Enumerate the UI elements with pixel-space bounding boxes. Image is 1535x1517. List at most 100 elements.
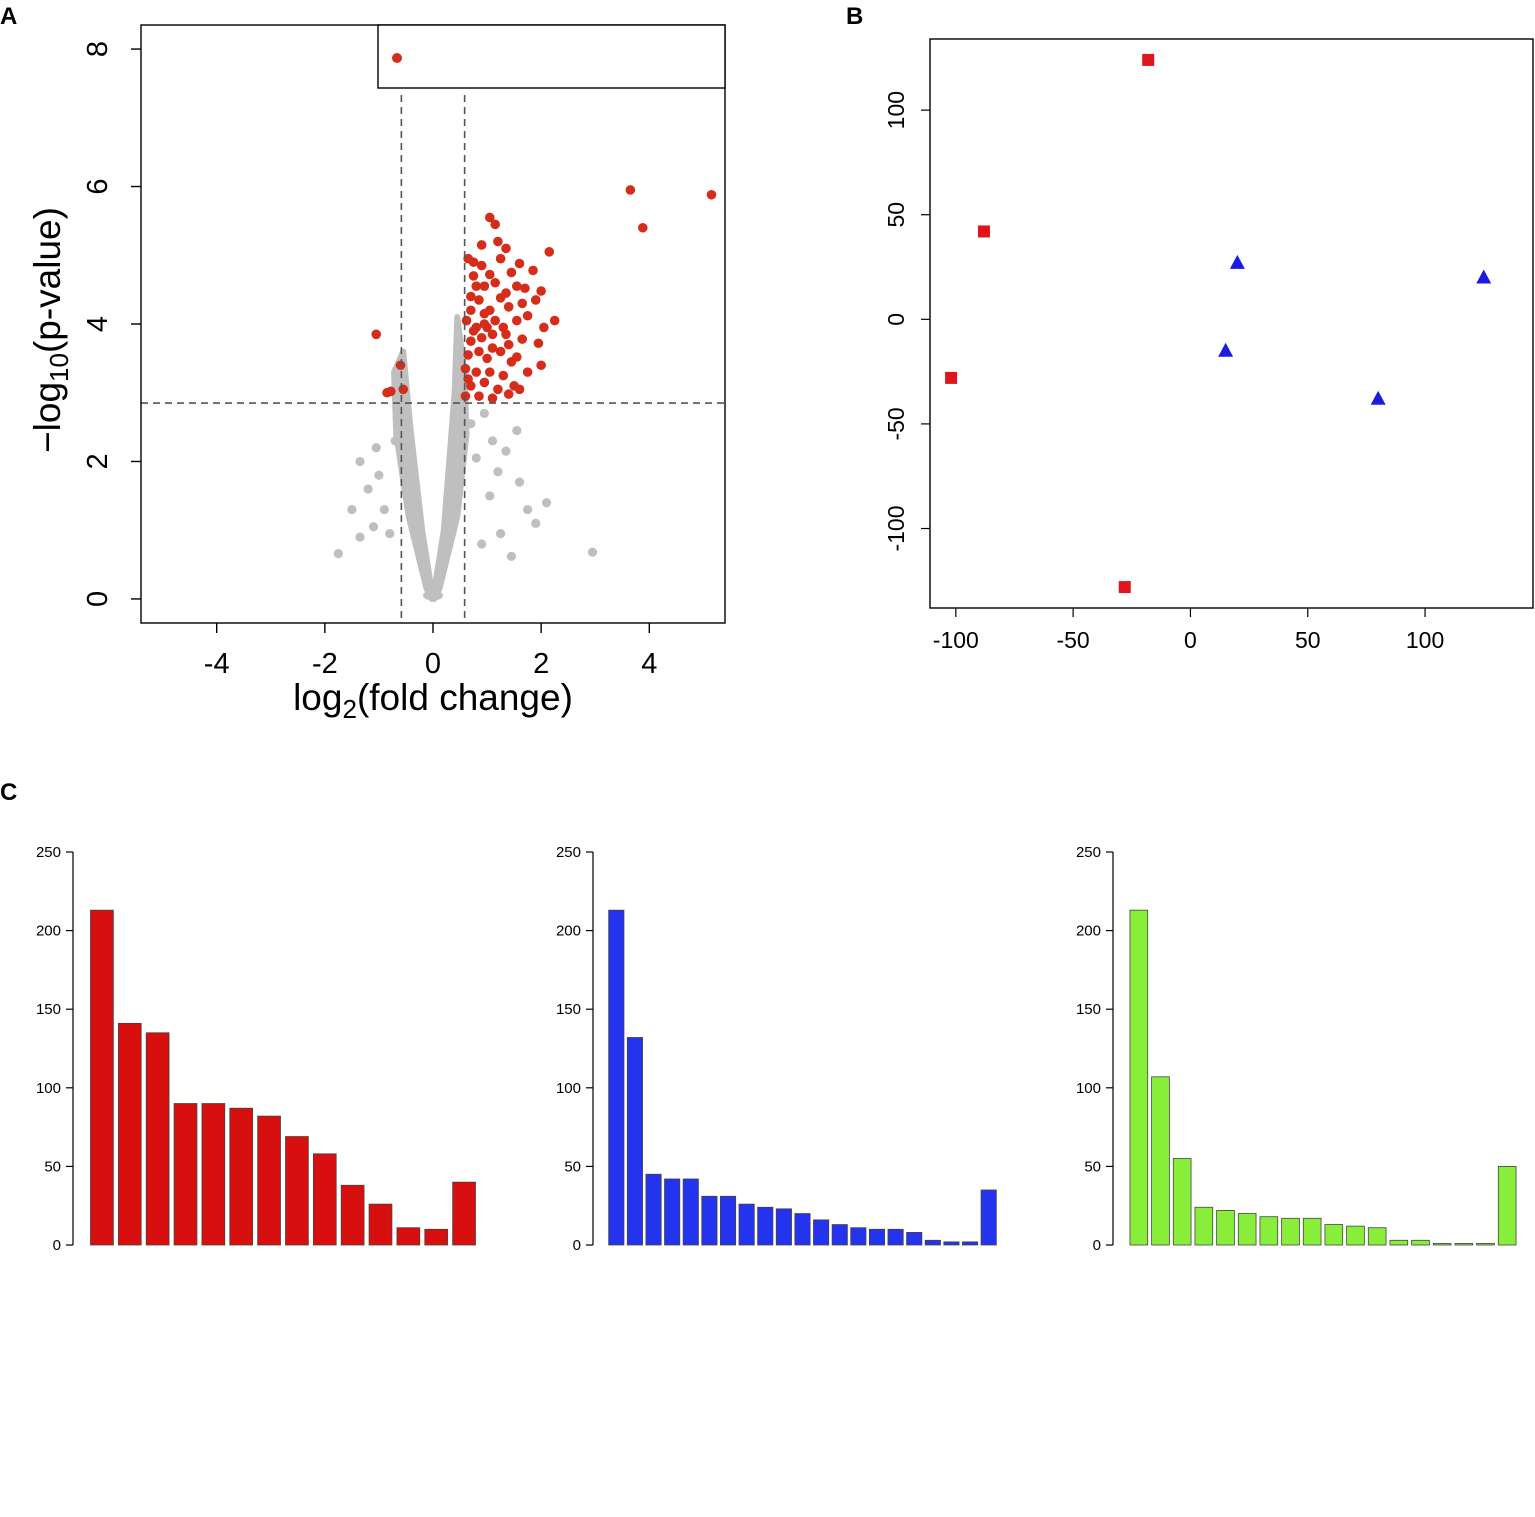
control-sample-point: [945, 371, 958, 384]
nonsig-point: [374, 470, 384, 480]
significant-point: [474, 391, 484, 401]
significant-point: [512, 281, 522, 291]
bar: [1172, 1158, 1192, 1246]
treated-sample-point: [1370, 390, 1386, 405]
significant-point: [466, 336, 476, 346]
bar: [980, 1189, 997, 1246]
bar: [719, 1195, 737, 1246]
y-tick-label: 50: [883, 202, 909, 228]
x-tick-label: -100: [933, 627, 979, 653]
nonsig-point: [487, 436, 498, 446]
y-tick-label: 50: [44, 1158, 61, 1175]
y-tick-label: -100: [883, 505, 909, 551]
x-tick-label: -4: [204, 648, 230, 680]
significant-point: [474, 346, 484, 357]
nonsig-point: [531, 518, 541, 528]
y-tick-label: 200: [1076, 923, 1101, 940]
significant-point: [522, 367, 533, 377]
y-tick-label: 8: [82, 41, 114, 57]
control-sample-point: [1142, 53, 1155, 66]
y-tick-label: 100: [556, 1080, 581, 1097]
significant-point: [479, 308, 490, 319]
y-tick-label: 100: [1076, 1080, 1101, 1097]
volcano-plot: -4 -2 0 2 4 0 2 4 6 8 log2(fold change) −log10(p-va…: [27, 24, 726, 724]
significant-point: [501, 288, 511, 298]
significant-point: [514, 258, 525, 269]
significant-point: [468, 257, 479, 267]
bar: [664, 1178, 681, 1246]
significant-point: [528, 265, 538, 276]
significant-point: [484, 367, 495, 377]
bar: [117, 1022, 142, 1246]
nonsig-point: [466, 419, 476, 429]
panel-label-b: B: [846, 3, 863, 30]
significant-point: [463, 374, 473, 384]
significant-point: [536, 286, 546, 296]
significant-point: [517, 298, 528, 309]
y-tick-label: 50: [564, 1158, 581, 1175]
bar: [173, 1103, 198, 1246]
bar: [682, 1178, 699, 1246]
bar: [285, 1136, 309, 1246]
significant-point: [468, 271, 479, 281]
bar: [1129, 909, 1149, 1246]
nonsig-point: [485, 491, 495, 501]
y-tick-label: -50: [883, 407, 909, 440]
bar: [1151, 1076, 1170, 1246]
x-tick-label: 0: [1184, 627, 1197, 653]
x-axis-label: log2(fold change): [293, 677, 573, 724]
nonsig-point: [495, 529, 506, 539]
significant-point: [493, 384, 503, 395]
significant-point: [487, 343, 498, 353]
bar: [1389, 1239, 1409, 1246]
bar: [813, 1219, 830, 1246]
nonsig-point: [479, 408, 489, 418]
y-tick-label: 0: [573, 1237, 581, 1254]
panel-label-a: A: [0, 3, 17, 30]
significant-point: [498, 370, 509, 381]
significant-point: [544, 247, 555, 257]
bar: [906, 1232, 923, 1246]
bar: [924, 1239, 941, 1246]
significant-point: [482, 322, 492, 333]
significant-point: [395, 360, 406, 371]
nonsig-point: [393, 408, 403, 418]
bar: [831, 1224, 848, 1246]
nonsig-point: [355, 456, 365, 467]
nonsig-point: [385, 529, 395, 539]
bar: [775, 1208, 792, 1246]
nonsig-point: [501, 446, 511, 456]
significant-point: [490, 277, 500, 288]
significant-point: [512, 315, 522, 326]
significant-point: [533, 338, 544, 349]
y-tick-label: 250: [1076, 844, 1101, 861]
bar: [626, 1037, 643, 1246]
significant-point: [487, 329, 498, 340]
x-tick-label: 0: [425, 648, 441, 680]
treated-sample-point: [1218, 342, 1234, 357]
bar: [738, 1203, 755, 1246]
y-tick-label: 50: [1084, 1158, 1101, 1175]
significant-point: [476, 260, 487, 271]
significant-point: [514, 384, 525, 395]
nonsig-point: [355, 532, 365, 542]
nonsig-point: [512, 425, 522, 436]
treated-sample-point: [1229, 254, 1245, 269]
bar: [850, 1227, 867, 1246]
significant-point: [463, 350, 473, 360]
significant-point: [503, 302, 514, 312]
y-tick-label: 200: [556, 923, 581, 940]
y-tick-label: 100: [36, 1080, 61, 1097]
significant-point: [549, 315, 560, 326]
significant-point: [468, 326, 479, 336]
bar: [201, 1103, 226, 1246]
nonsig-point: [523, 504, 533, 515]
significant-point: [460, 391, 471, 401]
significant-point: [501, 329, 511, 340]
bar: [452, 1181, 476, 1246]
x-tick-label: 100: [1406, 627, 1444, 653]
bar: [1281, 1217, 1300, 1246]
bar: [1324, 1224, 1344, 1246]
nonsig-point: [477, 539, 487, 549]
